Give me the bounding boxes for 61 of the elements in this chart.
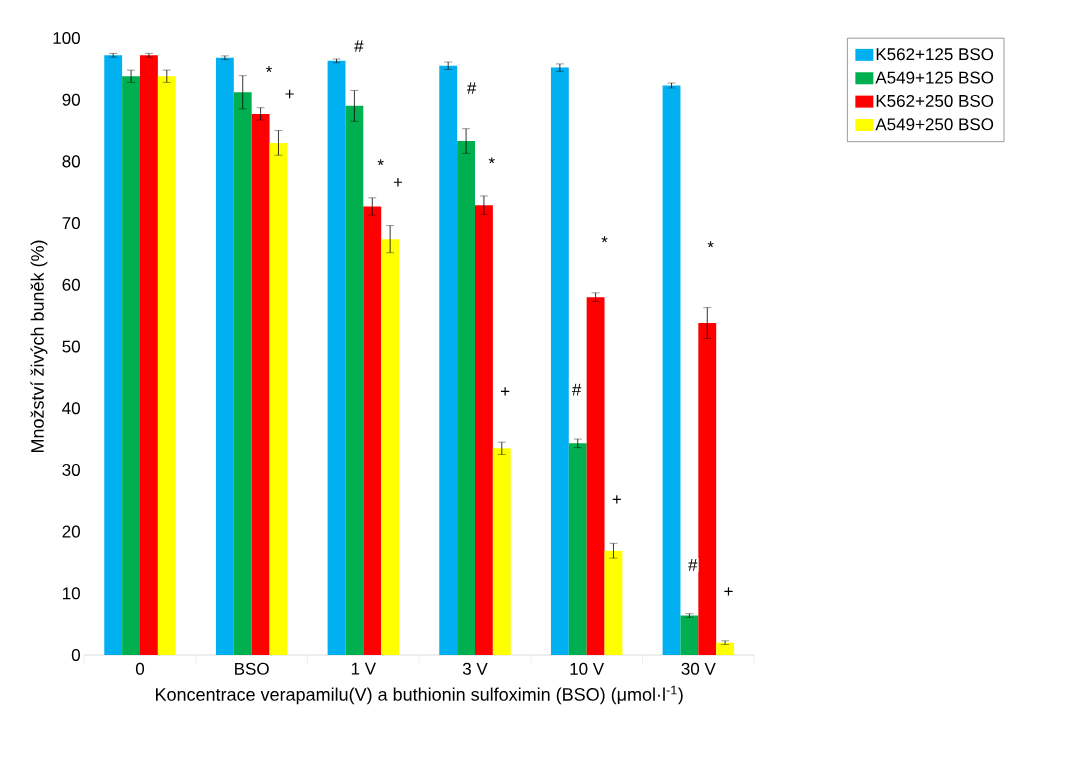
annotation: + xyxy=(612,495,621,504)
legend-label: K562+125 BSO xyxy=(876,48,994,61)
bar xyxy=(140,55,158,655)
y-tick-label: 20 xyxy=(62,525,80,538)
y-tick-label: 0 xyxy=(71,648,80,662)
bar xyxy=(381,239,400,655)
bar xyxy=(604,550,623,655)
y-tick-label: 90 xyxy=(62,93,80,106)
annotation: * xyxy=(265,66,273,73)
bar xyxy=(269,142,288,655)
annotation: # xyxy=(467,82,477,94)
y-tick-label: 80 xyxy=(62,155,80,168)
bar xyxy=(363,206,382,655)
bar xyxy=(122,76,140,655)
bar xyxy=(439,65,458,655)
bar xyxy=(345,105,364,655)
annotation: + xyxy=(724,587,733,596)
legend-label: A549+125 BSO xyxy=(875,71,994,84)
x-tick-label: 0 xyxy=(135,662,145,675)
annotation: * xyxy=(707,241,714,248)
bar xyxy=(698,323,717,655)
annotation: + xyxy=(501,387,510,396)
annotation: * xyxy=(488,157,495,164)
y-tick-label: 10 xyxy=(63,587,80,600)
bar xyxy=(680,615,699,655)
bar xyxy=(327,60,346,655)
x-tick-label: 10 V xyxy=(570,662,605,675)
y-tick-label: 70 xyxy=(62,217,80,230)
bar xyxy=(568,443,587,655)
bar xyxy=(492,448,511,655)
y-axis-title: Množství živých buněk (%) xyxy=(30,240,48,453)
bar xyxy=(662,85,681,655)
bar xyxy=(104,55,123,655)
y-tick-label: 60 xyxy=(62,278,80,291)
x-tick-label: 1 V xyxy=(351,662,376,675)
legend-label: A549+250 BSO xyxy=(875,118,994,131)
bar xyxy=(716,642,735,655)
bar xyxy=(550,67,569,655)
annotation: # xyxy=(688,559,698,571)
annotation: * xyxy=(601,236,608,243)
annotation: # xyxy=(354,40,364,52)
y-tick-label: 40 xyxy=(62,402,80,415)
bar xyxy=(457,141,475,655)
x-axis-title: Koncentrace verapamilu(V) a buthionin sulfoximin (BSO) (μmol·l$^{-1}$) xyxy=(156,685,683,705)
legend-label: K562+250 BSO xyxy=(876,94,994,107)
x-tick-label: 3 V xyxy=(462,662,488,675)
annotation: * xyxy=(377,159,384,166)
bar xyxy=(475,205,493,655)
annotation: + xyxy=(393,178,403,187)
y-tick-label: 100 xyxy=(53,31,80,45)
x-tick-label: 30 V xyxy=(681,662,716,675)
bar xyxy=(215,57,234,655)
bar xyxy=(586,297,605,655)
y-tick-label: 50 xyxy=(62,340,80,353)
bar xyxy=(251,113,270,655)
x-tick-label: BSO xyxy=(235,662,269,675)
bar xyxy=(233,92,252,655)
annotation: + xyxy=(285,89,294,99)
annotation: # xyxy=(571,383,582,396)
bar xyxy=(157,76,176,655)
y-tick-label: 30 xyxy=(62,463,80,476)
